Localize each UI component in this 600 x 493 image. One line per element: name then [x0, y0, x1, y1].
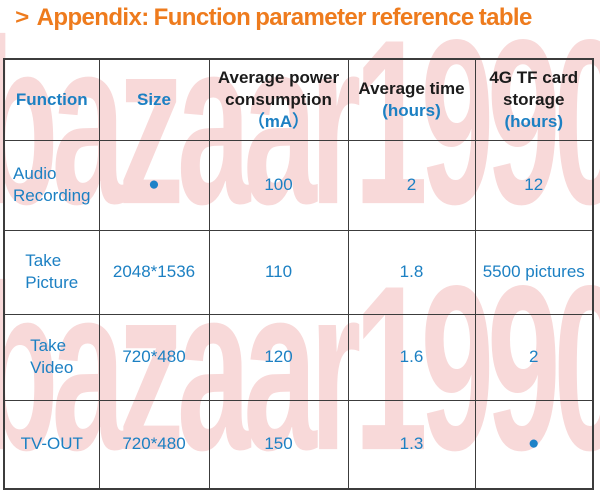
- page-title: > Appendix: Function parameter reference…: [15, 4, 533, 32]
- title-arrow-icon: >: [15, 6, 29, 29]
- col-header-storage: 4G TF card storage (hours): [474, 58, 594, 141]
- function-label: Audio Recording: [13, 164, 91, 205]
- col-header-time-label: Average time: [358, 79, 465, 98]
- parameter-table: Function Size Average power consumption …: [3, 58, 594, 490]
- table-row: Audio Recording ● 100 2 12: [3, 139, 594, 231]
- function-label: Take Picture: [25, 251, 79, 292]
- col-header-power-label: Average power consumption: [217, 68, 340, 109]
- cell-storage: 2: [474, 313, 594, 401]
- col-header-size-label: Size: [136, 89, 172, 109]
- cell-power: 150: [208, 399, 349, 490]
- col-header-time: Average time (hours): [347, 58, 476, 141]
- cell-power: 100: [208, 139, 349, 231]
- cell-size: ●: [98, 139, 210, 231]
- table-row: Take Video 720*480 120 1.6 2: [3, 313, 594, 401]
- col-header-storage-unit: (hours): [504, 111, 564, 131]
- cell-function: TV-OUT: [3, 399, 100, 490]
- cell-storage: 12: [474, 139, 594, 231]
- cell-function: Audio Recording: [3, 139, 100, 231]
- function-label: Take Video: [30, 336, 74, 377]
- cell-time: 1.8: [347, 229, 476, 315]
- cell-function: Take Picture: [3, 229, 100, 315]
- cell-function: Take Video: [3, 313, 100, 401]
- col-header-size: Size: [98, 58, 210, 141]
- cell-size: 720*480: [98, 313, 210, 401]
- function-label: TV-OUT: [20, 434, 83, 454]
- cell-size: 720*480: [98, 399, 210, 490]
- cell-power: 110: [208, 229, 349, 315]
- cell-storage: 5500 pictures: [474, 229, 594, 315]
- bullet-dot-icon: ●: [148, 174, 160, 196]
- cell-time: 1.3: [347, 399, 476, 490]
- header-row: Function Size Average power consumption …: [3, 58, 594, 141]
- col-header-function: Function: [3, 58, 100, 141]
- cell-time: 2: [347, 139, 476, 231]
- cell-time: 1.6: [347, 313, 476, 401]
- col-header-power: Average power consumption （mA）: [208, 58, 349, 141]
- col-header-function-label: Function: [15, 89, 88, 109]
- page-title-text: Appendix: Function parameter reference t…: [36, 4, 533, 31]
- cell-power: 120: [208, 313, 349, 401]
- cell-size: 2048*1536: [98, 229, 210, 315]
- cell-storage: ●: [474, 399, 594, 490]
- col-header-power-unit: （mA）: [247, 111, 310, 131]
- bullet-dot-icon: ●: [528, 433, 540, 455]
- col-header-storage-label: 4G TF card storage: [489, 68, 579, 109]
- table-row: Take Picture 2048*1536 110 1.8 5500 pict…: [3, 229, 594, 315]
- table-row: TV-OUT 720*480 150 1.3 ●: [3, 399, 594, 490]
- col-header-time-unit: (hours): [382, 100, 441, 120]
